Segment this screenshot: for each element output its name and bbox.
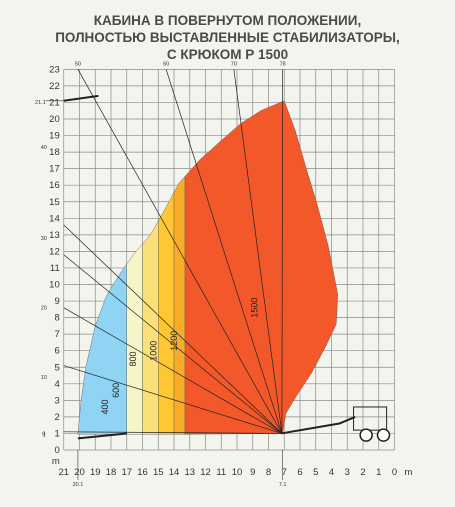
ray-30	[63, 254, 283, 434]
x-tick-18: 18	[106, 467, 117, 478]
zone-label-800: 800	[128, 351, 138, 366]
y-tick-5: 5	[54, 362, 59, 373]
y-tick-3: 3	[54, 395, 59, 406]
ray-0	[63, 431, 282, 434]
mark-x-right: 7.1	[279, 482, 287, 488]
x-tick-8: 8	[266, 467, 271, 478]
ray-50	[77, 69, 283, 434]
y-tick-0: 0	[54, 445, 59, 456]
y-tick-10: 10	[49, 280, 60, 291]
angle-label-0: 0	[42, 431, 45, 437]
ray-70	[233, 69, 283, 434]
cab-outline	[353, 406, 388, 431]
y-tick-16: 16	[49, 180, 60, 191]
zone-label-400: 400	[100, 399, 110, 414]
zone-label-600: 600	[111, 383, 121, 398]
angle-label-78: 78	[280, 61, 286, 67]
ray-40	[63, 224, 283, 434]
x-tick-19: 19	[90, 467, 101, 478]
x-tick-10: 10	[232, 467, 243, 478]
x-tick-1: 1	[376, 467, 381, 478]
load-zone-1200	[173, 175, 186, 435]
mark-y-top: 21.1	[35, 100, 46, 106]
x-tick-13: 13	[184, 467, 195, 478]
x-unit: m	[405, 467, 413, 478]
angle-label-50: 50	[75, 61, 81, 67]
x-tick-5: 5	[313, 467, 318, 478]
x-tick-9: 9	[250, 467, 255, 478]
wheel-right	[376, 428, 391, 442]
x-tick-0: 0	[392, 467, 397, 478]
ray-10	[63, 365, 282, 434]
boom-angle-lines	[63, 69, 284, 434]
x-tick-6: 6	[297, 467, 302, 478]
ray-60	[165, 69, 283, 434]
load-zone-400	[77, 263, 127, 435]
y-tick-22: 22	[49, 81, 60, 92]
x-tick-21: 21	[58, 467, 69, 478]
x-tick-12: 12	[200, 467, 211, 478]
y-unit: m	[52, 456, 60, 467]
title-line-3: С КРЮКОМ Р 1500	[166, 47, 289, 62]
angle-label-70: 70	[231, 61, 237, 67]
y-tick-14: 14	[49, 213, 60, 224]
y-tick-20: 20	[49, 114, 60, 125]
load-zone-1000	[158, 192, 175, 435]
x-tick-2: 2	[360, 467, 365, 478]
y-tick-15: 15	[49, 197, 60, 208]
x-tick-20: 20	[74, 467, 85, 478]
angle-label-10: 10	[41, 375, 47, 381]
boom-low	[280, 415, 356, 435]
ray-78	[281, 69, 284, 434]
y-tick-18: 18	[49, 147, 60, 158]
y-tick-8: 8	[54, 313, 59, 324]
y-tick-2: 2	[54, 412, 59, 423]
y-tick-1: 1	[54, 428, 59, 439]
y-tick-21: 21	[49, 97, 60, 108]
load-zone-600	[126, 243, 143, 435]
x-tick-3: 3	[345, 467, 350, 478]
load-zones	[77, 100, 339, 435]
load-zone-1500	[184, 100, 339, 435]
x-tick-4: 4	[329, 467, 334, 478]
title-line-1: КАБИНА В ПОВЕРНУТОМ ПОЛОЖЕНИИ,	[93, 13, 362, 28]
y-tick-13: 13	[49, 230, 60, 241]
y-tick-11: 11	[50, 263, 60, 274]
angle-label-40: 40	[41, 145, 47, 151]
y-tick-12: 12	[49, 246, 60, 257]
x-tick-16: 16	[137, 467, 148, 478]
title-line-2: ПОЛНОСТЬЮ ВЫСТАВЛЕННЫЕ СТАБИЛИЗАТОРЫ,	[55, 30, 400, 45]
x-tick-15: 15	[153, 467, 164, 478]
chart-title: КАБИНА В ПОВЕРНУТОМ ПОЛОЖЕНИИ, ПОЛНОСТЬЮ…	[0, 12, 455, 63]
angle-label-60: 60	[163, 61, 169, 67]
x-tick-11: 11	[216, 467, 226, 478]
y-tick-17: 17	[49, 164, 60, 175]
ray-20	[63, 307, 283, 434]
zone-label-1000: 1000	[149, 341, 159, 361]
y-tick-23: 23	[49, 64, 60, 75]
x-tick-17: 17	[121, 467, 132, 478]
load-zone-800	[142, 220, 159, 435]
mark-x-left: 20.1	[73, 482, 84, 488]
y-tick-9: 9	[54, 296, 59, 307]
zone-label-1200: 1200	[169, 331, 179, 351]
x-tick-14: 14	[169, 467, 180, 478]
angle-label-20: 20	[41, 306, 47, 312]
y-tick-6: 6	[54, 346, 59, 357]
mark-y-low: 1	[43, 432, 46, 438]
angle-label-30: 30	[41, 236, 47, 242]
hook-low	[77, 432, 127, 440]
y-tick-19: 19	[49, 131, 60, 142]
x-tick-7: 7	[282, 467, 287, 478]
hook-top	[63, 94, 99, 102]
zone-label-1500: 1500	[249, 298, 259, 318]
wheel-left	[359, 428, 373, 442]
machine-drawing	[63, 94, 391, 442]
y-tick-4: 4	[54, 379, 59, 390]
y-tick-7: 7	[54, 329, 59, 340]
